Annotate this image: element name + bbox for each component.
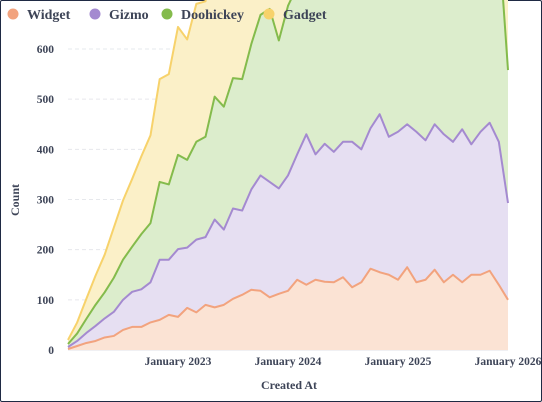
legend-swatch [263, 8, 275, 20]
area-widget [68, 267, 508, 350]
series-lines [67, 0, 509, 350]
legend-label: Widget [27, 8, 71, 23]
x-tick-label: January 2026 [475, 356, 542, 368]
x-tick-label: January 2024 [255, 356, 322, 368]
x-axis-ticks: January 2023 January 2024 January 2025 Janu… [145, 356, 542, 368]
y-tick-label: 400 [37, 144, 55, 156]
y-tick-label: 500 [37, 94, 55, 106]
y-axis-title: Count [8, 184, 22, 216]
legend-item-gadget[interactable]: Gadget [263, 8, 327, 23]
y-tick-label: 600 [37, 44, 55, 56]
legend-item-doohickey[interactable]: Doohickey [161, 8, 245, 23]
area-gadget [68, 0, 508, 344]
x-tick-label: January 2023 [145, 356, 212, 368]
legend-item-gizmo[interactable]: Gizmo [89, 8, 149, 23]
area-gizmo [68, 114, 508, 349]
legend-label: Doohickey [181, 8, 244, 23]
legend-item-widget[interactable]: Widget [7, 8, 71, 23]
line-gadget [67, 0, 207, 341]
y-tick-label: 200 [37, 245, 55, 257]
y-tick-label: 100 [37, 295, 55, 307]
y-axis-ticks: 0 100 200 300 400 500 600 [37, 44, 55, 357]
x-tick-label: January 2025 [365, 356, 432, 368]
legend-label: Gizmo [109, 8, 149, 23]
line-widget [67, 266, 509, 350]
legend[interactable]: Widget Gizmo Doohickey Gadget [7, 8, 327, 23]
legend-swatch [7, 8, 19, 20]
line-doohickey [67, 0, 509, 345]
legend-label: Gadget [283, 8, 327, 23]
legend-swatch [89, 8, 101, 20]
y-tick-label: 0 [48, 345, 54, 357]
line-gizmo [67, 113, 509, 348]
x-axis-title: Created At [261, 378, 317, 392]
y-tick-label: 300 [37, 195, 55, 207]
legend-swatch [161, 8, 173, 20]
